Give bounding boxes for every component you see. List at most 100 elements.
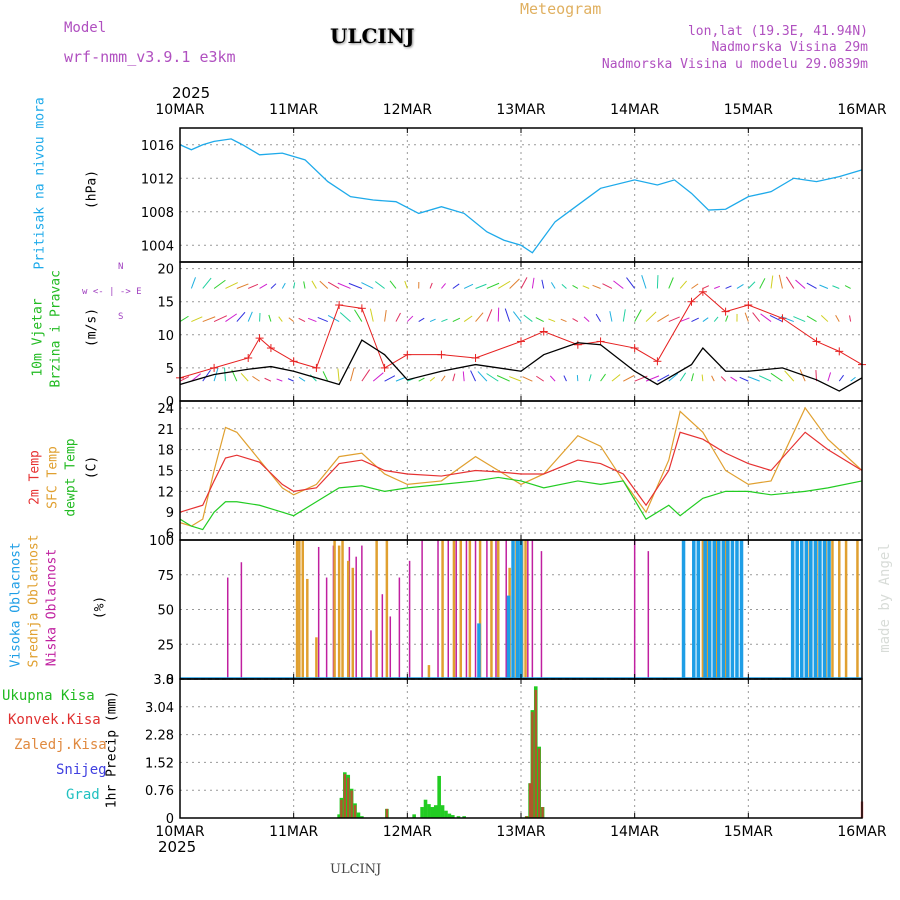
cloud-low-bar [389, 616, 392, 679]
wind-arrow [298, 376, 306, 382]
cloud-high-bar [703, 540, 707, 679]
cloud-low-bar [437, 540, 439, 679]
wind-arrow [725, 285, 732, 289]
wind-arrow [641, 275, 647, 289]
wind-arrow [759, 375, 772, 382]
wind-arrow [725, 315, 729, 322]
wind-arrow [780, 316, 794, 323]
cloud-low-bar [381, 594, 384, 679]
wind-arrow [441, 375, 446, 382]
wind-arrow [264, 377, 272, 382]
precip-freezing-legend: Zaledj.Kisa [14, 737, 107, 753]
wind-arrow [288, 317, 294, 322]
wind-arrow [337, 368, 340, 382]
model-elevation-label: Nadmorska Visina u modelu 29.0839m [601, 57, 868, 72]
wind-arrow [623, 374, 635, 382]
precip-conv-legend: Konvek.Kisa [8, 712, 101, 728]
cloud-mid-bar [333, 540, 336, 679]
wind-arrow [748, 376, 760, 382]
cloud-high-bar [804, 540, 809, 679]
wind-arrow [452, 373, 456, 382]
wind-arrow [270, 283, 277, 289]
x-tick-label-bottom: 10MAR [155, 824, 204, 840]
wind-arrow [645, 311, 657, 322]
wind-arrow [583, 316, 590, 322]
wind-arrow [418, 317, 425, 322]
cloud-mid-bar [490, 540, 493, 679]
cloud-high-bar [477, 623, 481, 679]
wind-arrow [609, 311, 613, 322]
precip-conv-bar [353, 805, 357, 818]
model-name: wrf-nmm_v3.9.1 e3km [64, 48, 236, 66]
cloud-mid-bar [301, 540, 305, 679]
cloud-mid-bar [427, 665, 431, 679]
cloud-high-bar [739, 540, 744, 679]
x-tick-label-bottom: 16MAR [837, 824, 886, 840]
cloud-high-bar [721, 540, 726, 679]
wind-arrow [372, 372, 384, 382]
wind-arrow [248, 283, 259, 289]
wind-arrow [369, 308, 374, 322]
wind-arrow [236, 283, 249, 289]
wind-arrow [656, 275, 659, 289]
wind-arrow [470, 370, 476, 382]
wind-arrow [475, 283, 487, 289]
cloud-high-bar [730, 540, 735, 679]
y-tick-label: 0 [166, 673, 174, 688]
precip-total-bar [447, 813, 452, 818]
wind-arrow [806, 282, 817, 289]
y-tick-label: 18 [157, 444, 174, 459]
y-tick-label: 24 [157, 402, 174, 417]
wind-arrow [259, 283, 268, 289]
wind-arrow [563, 375, 567, 382]
precip-total-bar [360, 816, 364, 818]
wind-arrow [752, 312, 761, 322]
precip-total-bar [427, 804, 431, 818]
wind-arrow [477, 371, 488, 382]
wind-arrow [384, 309, 387, 322]
cloud-low-bar [240, 562, 243, 679]
precip-total-bar [356, 812, 361, 818]
wind-arrow [523, 314, 533, 322]
wind-arrow [224, 367, 226, 382]
wind-arrow [702, 285, 710, 289]
wind-arrow [747, 281, 756, 289]
precip-hail-legend: Grad [66, 787, 100, 803]
cloud-mid-bar [452, 540, 456, 679]
wind-arrow [835, 314, 840, 322]
y-tick-label: 12 [157, 485, 174, 500]
wind-arrow [202, 316, 216, 323]
cloud-low-bar [398, 577, 401, 679]
wind-arrow [354, 309, 363, 322]
wind-arrow [361, 369, 371, 382]
wind-arrow [769, 314, 783, 323]
y-tick-label: 15 [157, 296, 174, 311]
cloud-low-bar [527, 540, 529, 679]
wind-arrow [744, 312, 749, 322]
wind-arrow [429, 282, 433, 289]
wind-arrow [441, 283, 446, 289]
cloud-high-bar [818, 540, 822, 679]
cloud-low-bar [408, 560, 411, 679]
wind-arrow [202, 369, 211, 382]
wind-arrow [337, 282, 351, 289]
y-tick-label: 1.52 [145, 756, 174, 771]
wind-arrow [452, 283, 460, 289]
cloud-mid-bar [856, 540, 859, 679]
cloud-mid-bar [375, 540, 378, 679]
wind-arrow [784, 370, 795, 382]
cloud-mid-bar [831, 540, 834, 679]
y-tick-label: 3.8 [153, 673, 174, 688]
y-tick-label: 25 [157, 638, 174, 653]
wind-arrow [850, 376, 856, 382]
wind-arrow [452, 317, 461, 323]
wind-arrow [572, 318, 579, 323]
cloud-high-bar [800, 540, 804, 679]
wind-arrow [582, 285, 590, 289]
wind-arrow [679, 372, 687, 382]
wind-compass-n: N [118, 262, 124, 272]
wind-arrow [504, 308, 511, 322]
wind-arrow [496, 375, 510, 382]
wind-arrow [327, 281, 340, 289]
2m-temp-line [179, 431, 863, 513]
